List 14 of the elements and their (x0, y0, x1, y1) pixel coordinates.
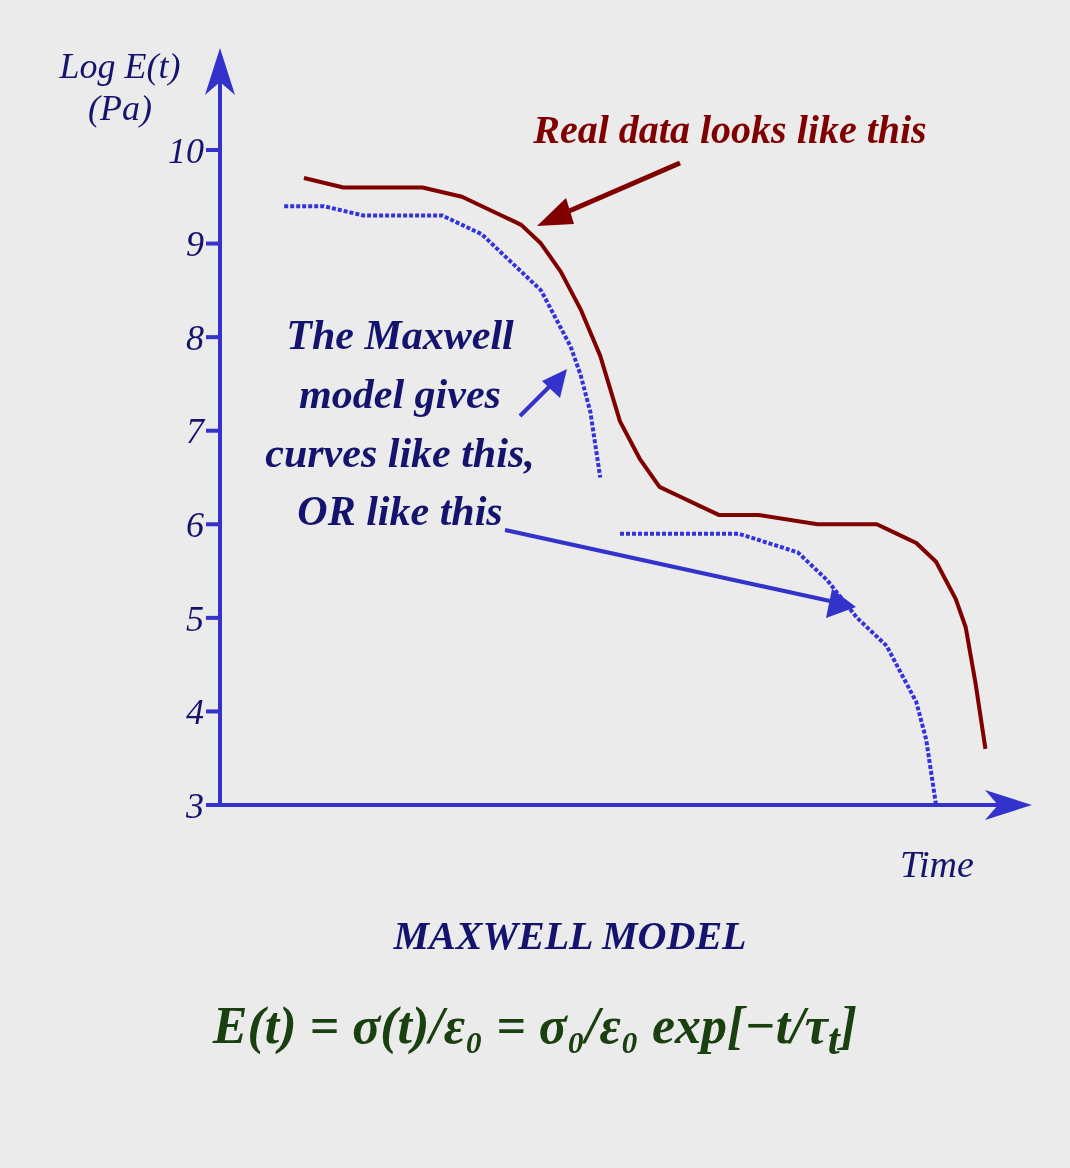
y-tick-label: 3 (185, 785, 204, 826)
text: MAXWELL MODEL (392, 912, 748, 960)
x-axis-title: Time (900, 842, 974, 886)
y-axis-title: Log E(t) (Pa) (58, 45, 182, 129)
y-tick-label: 6 (186, 505, 204, 546)
y-tick-label: 10 (168, 130, 204, 171)
annotation: Real data looks like this (532, 106, 928, 154)
text: E(t) = σ(t)/ε₀ = σ₀/ε₀ exp[−t/τ$_{t}$] (211, 996, 859, 1066)
annotation: The Maxwell model gives curves like this, OR like this (264, 311, 536, 537)
y-tick-label: 7 (186, 411, 206, 452)
y-tick-label: 8 (186, 317, 204, 358)
y-tick-label: 9 (186, 224, 204, 265)
y-tick-label: 4 (186, 692, 204, 733)
y-tick-label: 5 (186, 598, 204, 639)
